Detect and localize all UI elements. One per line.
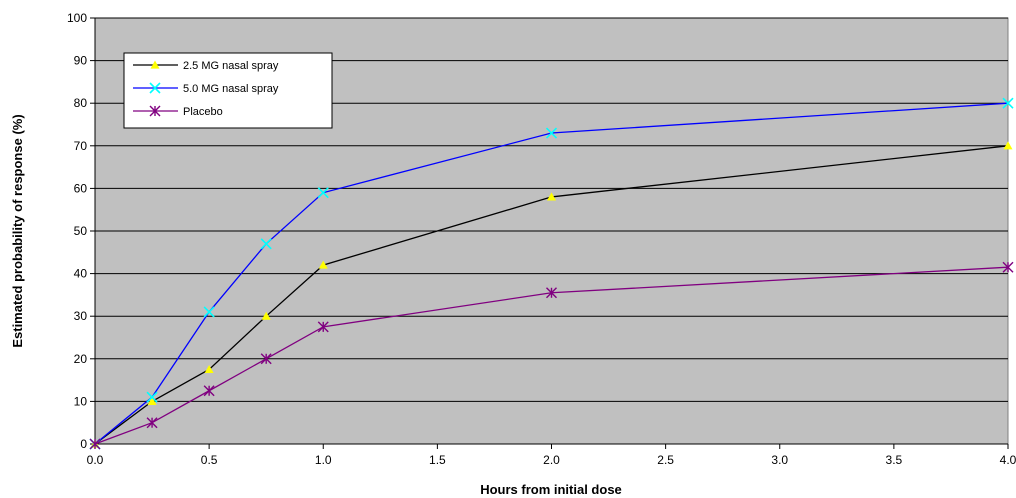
legend-item: 2.5 MG nasal spray — [133, 60, 279, 72]
series-2-point — [146, 391, 158, 403]
series-1-point — [547, 192, 556, 201]
y-tick-label: 50 — [74, 224, 88, 238]
y-tick-label: 40 — [74, 267, 88, 281]
series-3 — [89, 261, 1014, 450]
series-1-point — [261, 311, 271, 320]
series-3-point — [260, 353, 272, 365]
axes — [90, 17, 1009, 449]
legend-label: 5.0 MG nasal spray — [183, 83, 279, 95]
x-tick-labels: 0.0 0.5 1.0 1.5 2.0 2.5 3.0 3.5 4.0 — [87, 453, 1016, 467]
x-tick-label: 1.0 — [315, 453, 332, 467]
series-2-point — [1002, 97, 1014, 109]
y-tick-label: 80 — [74, 96, 88, 110]
series-2-point — [203, 306, 215, 318]
series-3-point — [89, 438, 101, 450]
x-axis-title: Hours from initial dose — [480, 482, 622, 497]
y-tick-label: 60 — [74, 181, 88, 195]
legend-swatch-marker — [149, 82, 161, 94]
y-axis-title: Estimated probability of response (%) — [10, 114, 25, 347]
legend-item: 5.0 MG nasal spray — [133, 82, 279, 95]
legend-swatch-marker — [149, 105, 161, 117]
y-tick-label: 0 — [80, 437, 87, 451]
legend-label: Placebo — [183, 106, 223, 118]
y-tick-label: 90 — [74, 54, 88, 68]
x-tick-label: 4.0 — [1000, 453, 1016, 467]
x-tick-label: 3.0 — [771, 453, 788, 467]
series-3-point — [203, 385, 215, 397]
y-tick-labels: 0 10 20 30 40 50 60 70 80 90 100 — [67, 11, 87, 451]
y-tick-label: 10 — [74, 394, 88, 408]
y-tick-label: 20 — [74, 352, 88, 366]
series-1-point — [318, 260, 328, 269]
x-tick-label: 0.0 — [87, 453, 104, 467]
series-3-point — [1002, 261, 1014, 273]
x-tick-label: 2.5 — [657, 453, 674, 467]
x-tick-label: 3.5 — [886, 453, 903, 467]
x-tick-label: 1.5 — [429, 453, 446, 467]
legend-label: 2.5 MG nasal spray — [183, 60, 279, 72]
series-2-point — [317, 187, 329, 199]
x-tick-label: 2.0 — [543, 453, 560, 467]
y-tick-label: 30 — [74, 309, 88, 323]
series-2-point — [260, 238, 272, 250]
series-1-point — [1003, 141, 1013, 150]
series-2-point — [545, 127, 558, 139]
series-group — [89, 97, 1014, 450]
legend-item: Placebo — [133, 105, 223, 118]
series-1-point — [204, 364, 214, 374]
legend: 2.5 MG nasal spray 5.0 MG nasal spray Plac… — [123, 52, 333, 129]
legend-swatch-marker — [150, 60, 160, 69]
series-3-point — [146, 417, 158, 429]
y-tick-label: 70 — [74, 139, 88, 153]
y-tick-label: 100 — [67, 11, 87, 25]
series-1-point — [147, 396, 157, 405]
series-3-point — [546, 287, 557, 299]
x-tick-label: 0.5 — [201, 453, 218, 467]
series-3-point — [317, 321, 329, 333]
